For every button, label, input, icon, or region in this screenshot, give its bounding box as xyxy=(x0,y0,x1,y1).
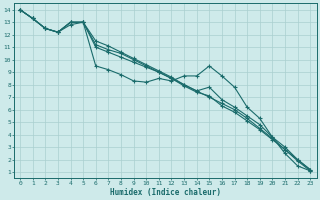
X-axis label: Humidex (Indice chaleur): Humidex (Indice chaleur) xyxy=(110,188,220,197)
